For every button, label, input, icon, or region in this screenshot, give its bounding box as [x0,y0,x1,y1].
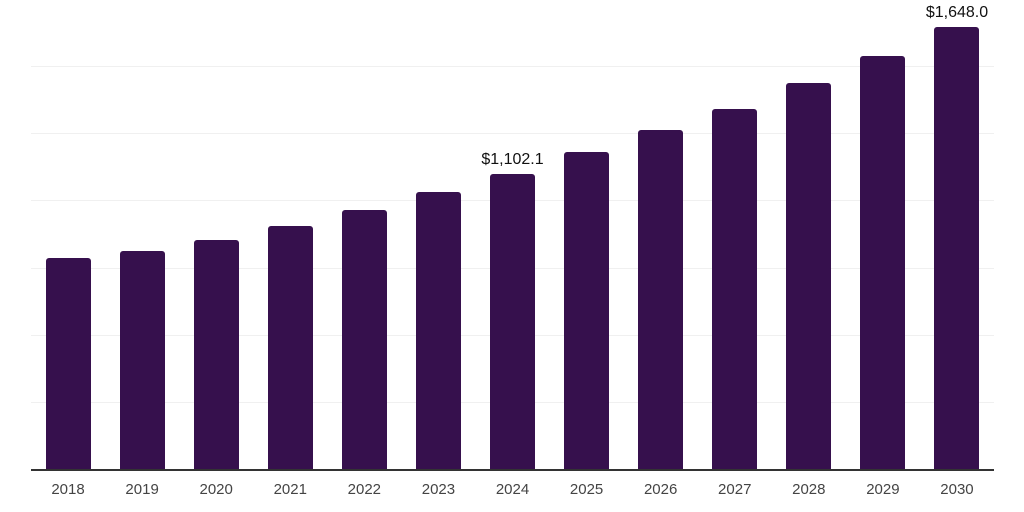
x-axis-label-2026: 2026 [643,481,678,498]
gridline-1500 [31,66,994,68]
bar-2025 [564,151,610,470]
bar-2020 [193,239,239,470]
gridline-1250 [31,133,994,135]
bar-2029 [860,56,906,470]
bar-slot-2020 [179,0,253,470]
x-axis-label-2028: 2028 [792,481,826,498]
bar-slot-2018 [31,0,105,470]
bar-2024 [490,174,535,470]
x-axis-label-2025: 2025 [569,481,604,498]
bar-slot-2022 [327,0,401,470]
bars-container: $1,102.1 $1,648.0 [31,0,994,470]
x-axis-label-2021: 2021 [273,481,307,498]
bar-2021 [267,225,313,470]
x-axis-label-2023: 2023 [421,481,456,498]
bar-2022 [341,209,387,470]
x-axis-label-2030: 2030 [940,481,974,498]
plot-area: $1,102.1 $1,648.0 [31,0,994,471]
bar-slot-2030: $1,648.0 [920,0,994,470]
x-axis-label-2027: 2027 [718,481,752,498]
bar-slot-2024: $1,102.1 [475,0,549,470]
bar-slot-2029 [846,0,920,470]
bar-2019 [119,251,165,470]
x-axis-label-2029: 2029 [866,481,900,498]
x-axis-label-2024: 2024 [495,481,530,498]
bar-2023 [415,192,461,470]
bar-slot-2025 [550,0,624,470]
data-label-2024: $1,102.1 [481,151,544,169]
bar-2026 [638,130,684,470]
x-axis-label-2018: 2018 [51,481,85,498]
x-axis-label-2019: 2019 [125,481,159,498]
bar-slot-2027 [698,0,772,470]
data-label-2030: $1,648.0 [925,4,989,22]
bar-2018 [45,257,91,470]
bar-2027 [712,108,758,470]
bar-slot-2028 [772,0,846,470]
x-axis-label-2020: 2020 [199,481,233,498]
x-axis-line [31,469,994,471]
x-axis-labels: 2018 2019 2020 2021 2022 2023 2024 2025 2026 2027… [31,481,994,499]
bar-slot-2019 [105,0,179,470]
bar-2028 [786,83,832,470]
bar-2030 [934,27,980,470]
x-axis-label-2022: 2022 [347,481,382,498]
bar-slot-2021 [253,0,327,470]
bar-slot-2026 [624,0,698,470]
bar-slot-2023 [401,0,475,470]
